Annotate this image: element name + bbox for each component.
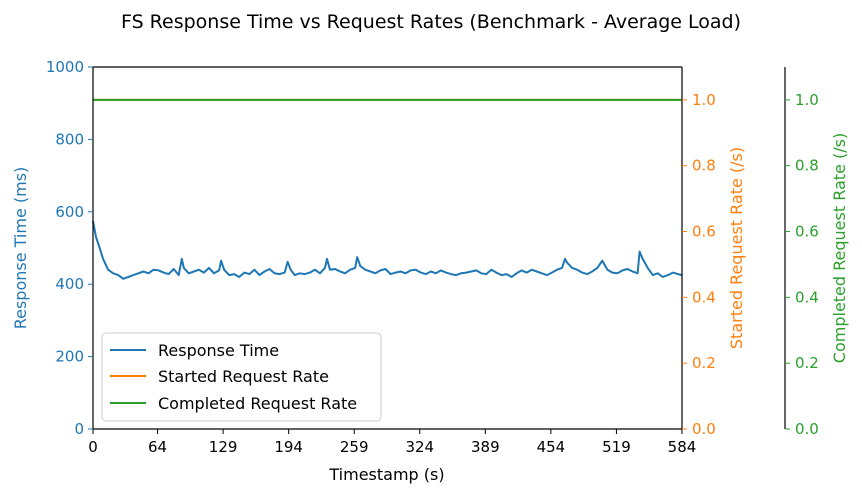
x-tick-label: 259: [340, 438, 369, 456]
left-y-tick-label: 400: [55, 275, 84, 293]
legend-label-started-request-rate: Started Request Rate: [158, 367, 329, 386]
right2-y-tick-label: 0.4: [795, 288, 819, 306]
legend: Response Time Started Request Rate Compl…: [101, 332, 382, 422]
x-tick-label: 324: [405, 438, 434, 456]
x-tick-label: 194: [274, 438, 303, 456]
x-tick-label: 519: [602, 438, 631, 456]
left-y-tick-label: 0: [74, 420, 84, 438]
left-y-axis-label: Response Time (ms): [11, 167, 30, 330]
right2-y-tick-label: 0.6: [795, 223, 819, 241]
series-line-response-time: [92, 220, 683, 280]
right2-y-tick-label: 0.8: [795, 157, 819, 175]
right1-y-tick-label: 0.8: [692, 157, 716, 175]
x-tick-label: 0: [88, 438, 98, 456]
right1-y-tick-label: 1.0: [692, 91, 716, 109]
legend-label-completed-request-rate: Completed Request Rate: [158, 394, 357, 413]
right2-y-tick-label: 0.2: [795, 354, 819, 372]
left-y-tick-label: 200: [55, 348, 84, 366]
legend-box: [101, 332, 382, 422]
left-y-tick-label: 600: [55, 203, 84, 221]
right2-y-tick-label: 1.0: [795, 91, 819, 109]
right1-y-tick-label: 0.2: [692, 354, 716, 372]
right1-y-tick-label: 0.0: [692, 420, 716, 438]
left-y-tick-label: 800: [55, 130, 84, 148]
axes: 0 64 129 194 259 324 389 454 519 584 0 200 400 600 800…: [46, 58, 819, 456]
x-tick-label: 584: [668, 438, 697, 456]
right2-y-tick-label: 0.0: [795, 420, 819, 438]
x-axis-label: Timestamp (s): [328, 465, 444, 484]
plot-area: [92, 98, 683, 280]
x-tick-label: 129: [209, 438, 238, 456]
right1-y-axis-label: Started Request Rate (/s): [727, 147, 746, 349]
x-tick-label: 64: [148, 438, 167, 456]
right1-y-tick-label: 0.6: [692, 223, 716, 241]
x-tick-label: 389: [471, 438, 500, 456]
left-y-tick-label: 1000: [46, 58, 84, 76]
x-tick-label: 454: [537, 438, 566, 456]
right2-y-axis-label: Completed Request Rate (/s): [830, 133, 849, 363]
legend-label-response-time: Response Time: [158, 341, 279, 360]
right1-y-tick-label: 0.4: [692, 288, 716, 306]
chart-title: FS Response Time vs Request Rates (Bench…: [121, 11, 741, 33]
